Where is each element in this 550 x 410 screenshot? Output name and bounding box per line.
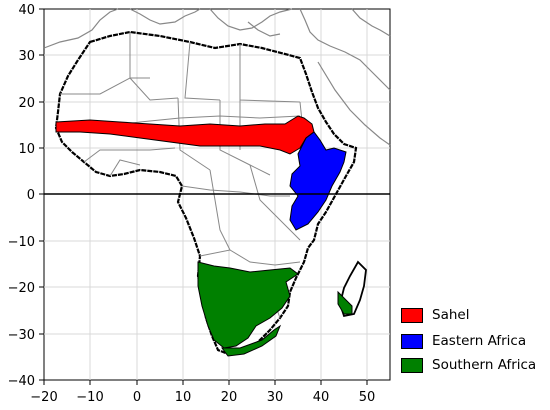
y-tick-label: −20	[8, 281, 35, 296]
legend-item-southern-africa: Southern Africa	[401, 356, 536, 374]
x-tick-labels: −20 −10 0 10 20 30 40 50	[30, 390, 375, 405]
africa-outline	[54, 30, 358, 356]
legend-item-sahel: Sahel	[401, 306, 469, 324]
y-tick-labels: 40 30 20 10 0 −10 −20 −30 −40	[8, 3, 35, 389]
legend: Sahel Eastern Africa Southern Africa	[393, 300, 547, 382]
legend-swatch-eastern-africa	[401, 333, 423, 349]
x-tick-label: 40	[313, 390, 330, 405]
x-tick-label: 20	[221, 390, 238, 405]
x-tick-label: 30	[267, 390, 284, 405]
legend-label: Sahel	[432, 307, 470, 323]
y-tick-label: 20	[18, 96, 35, 111]
x-tick-label: −20	[30, 390, 57, 405]
x-tick-label: 10	[175, 390, 192, 405]
legend-swatch-sahel	[401, 307, 423, 323]
x-tick-label: −10	[76, 390, 103, 405]
y-tick-label: 30	[18, 49, 35, 64]
x-tick-label: 50	[359, 390, 376, 405]
eurasia-outline	[43, 8, 391, 146]
y-tick-label: 10	[18, 142, 35, 157]
madagascar-green	[337, 290, 353, 315]
y-tick-label: 40	[18, 3, 35, 18]
y-tick-label: −10	[8, 235, 35, 250]
legend-label: Eastern Africa	[432, 333, 527, 349]
axis-ticks	[39, 8, 368, 385]
gridlines	[44, 9, 390, 380]
y-tick-label: 0	[27, 188, 35, 203]
y-tick-label: −30	[8, 328, 35, 343]
x-tick-label: 0	[133, 390, 141, 405]
legend-item-eastern-africa: Eastern Africa	[401, 332, 526, 350]
southern-africa-region	[197, 261, 299, 349]
southern-africa-coast-strip	[221, 324, 282, 357]
eastern-africa-region	[289, 131, 347, 231]
legend-swatch-southern-africa	[401, 357, 423, 373]
legend-label: Southern Africa	[432, 357, 537, 373]
y-tick-label: −40	[8, 374, 35, 389]
